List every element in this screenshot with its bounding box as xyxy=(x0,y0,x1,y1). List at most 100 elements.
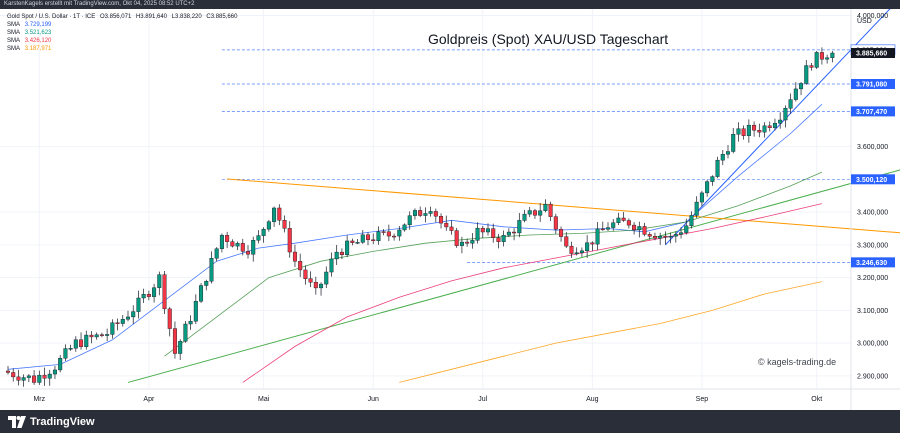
x-axis-months: Mrz Apr Mai Jun Jul Aug Sep Okt xyxy=(33,396,822,403)
candle-body xyxy=(486,228,491,233)
tradingview-logo-icon xyxy=(8,415,26,428)
candle-body xyxy=(371,239,376,242)
candle-body xyxy=(559,229,564,237)
grid xyxy=(0,9,851,389)
candle-body xyxy=(240,243,245,252)
legend-high: H3.891,640 xyxy=(135,14,167,20)
candle-body xyxy=(512,231,517,234)
candle-body xyxy=(99,334,104,336)
candle-body xyxy=(324,271,329,285)
month-label: Sep xyxy=(696,396,709,403)
candle-body xyxy=(694,201,699,216)
sma-line xyxy=(399,281,822,383)
price-level-label: 3.885,660 xyxy=(856,51,887,58)
candle-body xyxy=(767,125,772,128)
legend-sma-row[interactable]: SMA 3.426,120 xyxy=(7,37,240,45)
y-tick-label: 4.000,000 xyxy=(857,13,888,20)
candle-body xyxy=(266,221,271,230)
candle-body xyxy=(52,369,57,375)
candle-body xyxy=(595,228,600,245)
candle-body xyxy=(757,129,762,133)
candle-body xyxy=(11,372,16,378)
candle-body xyxy=(626,220,631,226)
chart-canvas[interactable]: USD 4.000,000 3.600,000 3.400,000 3.300,000… xyxy=(0,9,900,410)
legend-sma-row[interactable]: SMA 3.521,623 xyxy=(7,29,240,37)
candle-body xyxy=(303,269,308,279)
candle-body xyxy=(652,235,657,239)
chart-title: Goldpreis (Spot) XAU/USD Tageschart xyxy=(428,31,669,47)
candle-body xyxy=(209,258,214,282)
chart-area[interactable]: USD 4.000,000 3.600,000 3.400,000 3.300,000… xyxy=(0,9,900,410)
candle-body xyxy=(329,258,334,273)
candle-body xyxy=(632,224,637,231)
candle-body xyxy=(366,234,371,240)
candle-body xyxy=(465,241,470,244)
candle-body xyxy=(245,251,250,255)
candle-body xyxy=(334,251,339,260)
candle-body xyxy=(308,278,313,283)
candles xyxy=(5,47,835,387)
candle-body xyxy=(392,235,397,238)
candle-body xyxy=(251,240,256,255)
footer-bar: TradingView xyxy=(0,410,900,433)
credit-text: KarstenKagels erstellt mit TradingView.c… xyxy=(4,1,195,7)
y-tick-label: 3.300,000 xyxy=(857,242,888,249)
candle-body xyxy=(73,339,78,349)
candle-body xyxy=(611,222,616,228)
price-level-box xyxy=(851,78,895,89)
y-tick-label: 3.100,000 xyxy=(857,308,888,315)
candle-body xyxy=(799,83,804,90)
candle-body xyxy=(809,65,814,68)
candle-body xyxy=(428,211,433,214)
legend-sma-row[interactable]: SMA 3.187,971 xyxy=(7,45,240,53)
legend-sma-label: SMA xyxy=(7,46,21,52)
tradingview-logo[interactable]: TradingView xyxy=(8,414,95,429)
candle-body xyxy=(282,220,287,229)
candle-body xyxy=(454,230,459,246)
candle-body xyxy=(783,108,788,121)
price-level-box xyxy=(851,48,895,59)
candle-body xyxy=(386,231,391,237)
candle-body xyxy=(731,134,736,152)
candle-body xyxy=(699,192,704,203)
candle-body xyxy=(397,229,402,237)
candle-body xyxy=(726,151,731,155)
candle-body xyxy=(819,52,824,60)
candle-body xyxy=(136,297,141,312)
candle-body xyxy=(736,128,741,135)
candle-body xyxy=(543,203,548,211)
price-level-box xyxy=(851,106,895,117)
price-level-labels: 3.895,3303.885,6603.791,0803.707,4703.50… xyxy=(850,44,896,268)
candle-body xyxy=(439,216,444,224)
candle-body xyxy=(355,242,360,244)
tradingview-logo-text: TradingView xyxy=(30,415,95,428)
candle-body xyxy=(480,227,485,233)
price-level-box xyxy=(851,174,895,185)
candle-body xyxy=(501,235,506,242)
price-level-label: 3.707,470 xyxy=(856,109,887,116)
candle-body xyxy=(188,321,193,325)
legend-sma-row[interactable]: SMA 3.729,199 xyxy=(7,21,240,29)
candle-body xyxy=(167,308,172,329)
candle-body xyxy=(548,203,553,217)
candle-body xyxy=(475,227,480,241)
y-tick-label: 3.600,000 xyxy=(857,144,888,151)
candle-body xyxy=(235,243,240,247)
candle-body xyxy=(590,242,595,245)
legend-sma-label: SMA xyxy=(7,38,21,44)
candle-body xyxy=(418,210,423,216)
sma-lines xyxy=(7,104,823,383)
candle-body xyxy=(178,341,183,354)
candle-body xyxy=(449,226,454,231)
candle-body xyxy=(287,228,292,253)
candle-body xyxy=(715,159,720,177)
candle-body xyxy=(292,251,297,262)
candle-body xyxy=(261,228,266,236)
candle-body xyxy=(606,227,611,230)
candle-body xyxy=(319,283,324,289)
candle-body xyxy=(272,207,277,222)
legend-sma-value: 3.426,120 xyxy=(24,38,52,44)
candle-body xyxy=(360,234,365,243)
price-level-label: 3.246,630 xyxy=(856,260,887,267)
candle-body xyxy=(146,293,151,297)
